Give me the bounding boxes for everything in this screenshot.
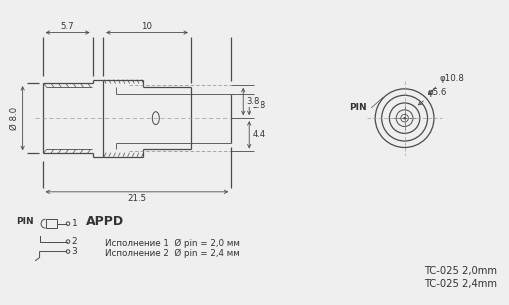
Circle shape (403, 117, 405, 119)
Text: φ5.6: φ5.6 (427, 88, 446, 97)
Text: PIN: PIN (349, 103, 366, 112)
Text: 10: 10 (141, 22, 152, 31)
Text: TC-025 2,0mm: TC-025 2,0mm (423, 267, 496, 276)
Text: 4.4: 4.4 (252, 130, 265, 139)
Text: 21.5: 21.5 (127, 194, 146, 203)
Text: 2.8: 2.8 (252, 101, 265, 110)
Text: 1: 1 (71, 219, 77, 228)
Text: 3: 3 (71, 247, 77, 256)
Text: 2: 2 (71, 237, 77, 246)
Text: 3.8: 3.8 (246, 97, 260, 106)
Text: 5.7: 5.7 (61, 22, 74, 31)
Text: Исполнение 1  Ø pin = 2,0 мм: Исполнение 1 Ø pin = 2,0 мм (105, 239, 240, 248)
Text: Исполнение 2  Ø pin = 2,4 мм: Исполнение 2 Ø pin = 2,4 мм (105, 249, 240, 258)
Text: Ø 8.0: Ø 8.0 (10, 106, 19, 130)
Text: φ10.8: φ10.8 (439, 74, 464, 83)
Text: TC-025 2,4mm: TC-025 2,4mm (423, 279, 496, 289)
Text: PIN: PIN (16, 217, 33, 226)
Bar (45, 219, 56, 228)
Text: APPD: APPD (86, 215, 123, 228)
